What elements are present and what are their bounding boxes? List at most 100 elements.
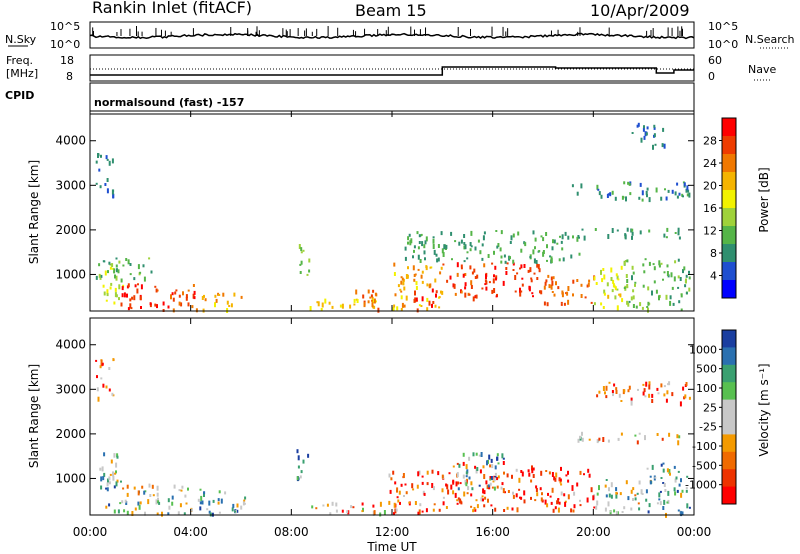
power-data-cell [451,258,453,261]
velocity-data-cell [613,383,616,387]
velocity-colorbar-swatch [722,347,736,366]
power-data-cell [678,300,681,304]
velocity-data-cell [103,452,106,457]
y-tick-label: 4000 [55,134,86,148]
velocity-data-cell [167,498,170,503]
velocity-data-cell [605,385,608,391]
freq-unit: [MHz] [6,67,38,80]
velocity-data-cell [493,477,496,482]
power-data-cell [611,289,614,293]
power-data-cell [118,297,120,301]
power-data-cell [110,282,113,286]
power-data-cell [534,246,536,250]
power-data-cell [423,244,426,249]
power-data-cell [404,256,407,261]
power-data-cell [551,280,554,286]
power-colorbar-label: Power [dB] [757,167,771,232]
power-data-cell [95,275,98,280]
power-data-cell [130,307,133,310]
velocity-data-cell [680,511,683,517]
power-data-cell [118,284,121,290]
velocity-data-cell [326,503,329,507]
velocity-data-cell [519,496,521,499]
power-data-cell [418,234,421,238]
velocity-data-cell [217,501,220,505]
power-data-cell [462,273,465,278]
power-data-cell [685,278,687,284]
power-data-cell [564,231,567,236]
velocity-data-cell [465,475,468,478]
velocity-data-cell [472,509,475,513]
power-data-cell [627,181,630,185]
power-data-cell [688,276,691,280]
velocity-data-cell [645,498,648,502]
power-data-cell [420,274,423,279]
power-data-cell [626,227,629,232]
velocity-data-cell [611,390,614,393]
velocity-data-cell [151,484,154,489]
velocity-data-cell [470,481,473,486]
power-frame [89,113,695,312]
power-data-cell [421,280,424,284]
power-data-cell [438,296,441,299]
velocity-data-cell [520,496,523,500]
power-data-cell [371,299,373,302]
velocity-data-cell [571,487,574,491]
velocity-data-cell [663,393,666,397]
velocity-data-cell [120,480,122,483]
velocity-data-cell [663,483,666,487]
velocity-data-cell [411,483,414,489]
power-data-cell [677,258,680,262]
velocity-data-cell [442,496,445,499]
power-data-cell [464,282,467,287]
power-data-cell [424,257,426,261]
power-data-cell [646,306,649,308]
velocity-data-cell [125,501,128,505]
power-data-cell [175,289,178,292]
velocity-panel: 1000 2000 3000 4000 Slant Range [km] [27,317,695,518]
velocity-data-cell [426,482,429,486]
velocity-data-cell [685,489,688,493]
power-data-cell [154,285,157,288]
velocity-data-cell [641,493,644,495]
power-data-cell [663,271,666,274]
velocity-data-cell [660,463,663,467]
power-data-cell [652,263,655,266]
velocity-data-cell [596,394,599,398]
velocity-data-cell [683,396,686,400]
power-data-cell [466,257,469,260]
velocity-data-cell [549,495,552,498]
velocity-data-cell [389,489,392,494]
velocity-data-cell [403,495,405,497]
power-data-cell [99,277,102,280]
power-data-cell [172,297,175,302]
power-data-cell [426,307,429,312]
power-data-cell [669,300,672,306]
velocity-data-cell [678,483,681,487]
velocity-data-cell [553,476,556,481]
velocity-data-cell [335,509,338,513]
velocity-frame [89,317,695,516]
power-data-cell [678,192,681,196]
power-data-cell [539,290,541,294]
power-data-cell [615,273,618,277]
velocity-data-cell [144,490,147,493]
power-data-cell [616,305,619,311]
velocity-data-cell [482,488,485,494]
power-data-cell [627,302,630,307]
velocity-data-cell [396,487,399,491]
velocity-data-cell [100,359,103,365]
velocity-data-cell [143,490,146,495]
velocity-data-cell [497,462,500,465]
power-data-cell [654,143,657,146]
velocity-data-cell [648,393,651,398]
power-data-cell [372,299,375,304]
power-data-cell [428,284,431,289]
velocity-data-cell [680,492,683,498]
velocity-data-cell [206,508,209,511]
velocity-data-cell [535,488,538,492]
power-data-cell [534,237,537,242]
power-data-cell [595,282,598,285]
velocity-data-cell [559,478,562,482]
power-data-cell [106,188,109,194]
